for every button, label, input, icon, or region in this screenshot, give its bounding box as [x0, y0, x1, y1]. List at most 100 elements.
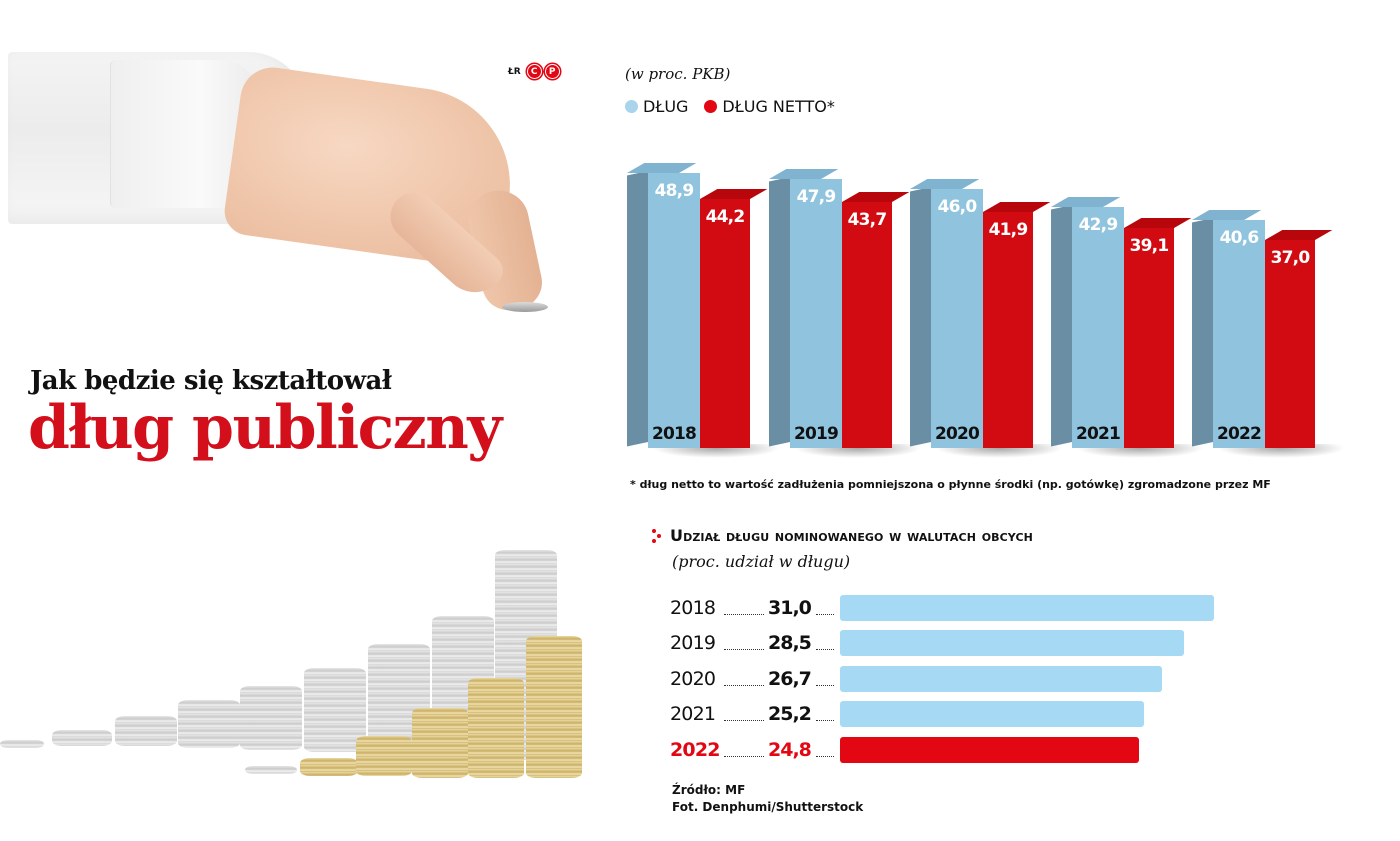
column-top-face: [769, 169, 839, 179]
bar-chart-caption: (proc. udział w długu): [672, 552, 851, 571]
coin-stacks-photo: [0, 540, 600, 780]
silver-coin-stack: [245, 766, 297, 774]
debt-column: 47,9 2019: [769, 169, 842, 448]
column-value-label: 39,1: [1129, 236, 1170, 256]
column-front-face: [983, 212, 1033, 448]
chart-footnote: * dług netto to wartość zadłużenia pomni…: [630, 478, 1271, 491]
leader-dots: [724, 672, 764, 686]
bar-row-2021: 2021 25,2: [670, 697, 1230, 733]
net-debt-column: 43,7: [842, 192, 910, 448]
legend-dot-icon: [625, 100, 638, 113]
photo-credit: Fot. Denphumi/Shutterstock: [672, 800, 864, 814]
bar-chart-title: Udział długu nominowanego w walutach obc…: [670, 526, 1033, 545]
chart-legend: DŁUG DŁUG NETTO*: [625, 97, 835, 116]
debt-column: 48,9 2018: [627, 163, 700, 448]
hand-with-coin-photo: [0, 40, 620, 340]
column-group-2022: 40,6 2022 37,0: [1192, 158, 1345, 458]
column-front-face: [790, 179, 842, 448]
column-top-face: [1265, 230, 1333, 240]
leader-dots: [724, 636, 764, 651]
column-value-label: 43,7: [847, 210, 888, 230]
column-group-2021: 42,9 2021 39,1: [1051, 158, 1204, 458]
silver-coin-stack: [115, 716, 177, 746]
bar-row-2019: 2019 28,5: [670, 626, 1230, 662]
bar-fill: [840, 665, 1162, 692]
bar-row-2020: 2020 26,7: [670, 661, 1230, 697]
bar-fill: [840, 701, 1144, 728]
column-front-face: [648, 173, 700, 448]
bar-track: [840, 630, 1230, 657]
bar-year-label: 2020: [670, 667, 716, 690]
gold-coin-stack: [300, 758, 358, 776]
column-value-label: 37,0: [1270, 248, 1311, 268]
bar-fill: [840, 630, 1184, 657]
silver-coin-stack: [178, 700, 240, 748]
legend-item-net-debt: DŁUG NETTO*: [704, 97, 835, 116]
column-year-label: 2021: [1075, 424, 1121, 444]
leader-dots: [816, 672, 834, 686]
column-side-face: [910, 187, 931, 447]
column-top-face: [700, 189, 768, 199]
bar-track: [840, 665, 1230, 692]
column-front-face: [1265, 240, 1315, 448]
net-debt-column: 44,2: [700, 189, 768, 448]
silver-coin-stack: [0, 740, 44, 748]
headline-title: dług publiczny: [28, 393, 502, 463]
column-value-label: 47,9: [796, 187, 837, 207]
bar-value-label: 28,5: [768, 632, 812, 655]
net-debt-column: 41,9: [983, 202, 1051, 448]
debt-column: 46,0 2020: [910, 179, 983, 448]
bar-year-label: 2021: [670, 703, 716, 726]
column-front-face: [700, 199, 750, 448]
column-top-face: [1051, 197, 1121, 207]
bar-track: [840, 594, 1230, 621]
leader-dots: [724, 707, 764, 722]
foreign-currency-bar-chart: 2018 31,0 2019 28,5 2020 26,7 2021 25,2 2022 24,8: [670, 590, 1230, 768]
legend-label: DŁUG: [643, 97, 689, 116]
bar-chart-header: Udział długu nominowanego w walutach obc…: [652, 526, 1033, 545]
column-front-face: [931, 189, 983, 448]
column-side-face: [1192, 218, 1213, 447]
column-value-label: 44,2: [705, 207, 746, 227]
copyright-c-icon: C: [526, 64, 542, 79]
author-credit: ŁR C P: [508, 64, 560, 79]
bar-year-label: 2018: [670, 596, 716, 619]
column-front-face: [1072, 207, 1124, 448]
bar-value-label: 25,2: [768, 703, 812, 726]
bar-row-2022: 2022 24,8: [670, 732, 1230, 768]
column-value-label: 41,9: [988, 220, 1029, 240]
gold-coin-stack: [468, 678, 524, 778]
bullet-dots-icon: [652, 527, 662, 545]
silver-coin-stack: [52, 730, 112, 746]
column-top-face: [1192, 210, 1262, 220]
bar-row-2018: 2018 31,0: [670, 590, 1230, 626]
column-top-face: [627, 163, 697, 173]
column-top-face: [842, 192, 910, 202]
gold-coin-stack: [356, 736, 412, 776]
column-year-label: 2022: [1216, 424, 1262, 444]
legend-dot-icon: [704, 100, 718, 113]
column-front-face: [842, 202, 892, 448]
column-side-face: [769, 177, 790, 447]
debt-column: 42,9 2021: [1051, 197, 1124, 448]
bar-value-label: 24,8: [768, 738, 812, 761]
bar-value-label: 26,7: [768, 667, 812, 690]
chart-unit-label: (w proc. PKB): [625, 65, 731, 83]
column-value-label: 48,9: [654, 181, 695, 201]
column-group-2019: 47,9 2019 43,7: [769, 158, 922, 458]
column-front-face: [1213, 220, 1265, 448]
source-credits: Źródło: MF Fot. Denphumi/Shutterstock: [672, 782, 863, 816]
leader-dots: [724, 743, 764, 757]
bar-fill: [840, 736, 1139, 763]
column-year-label: 2018: [651, 424, 697, 444]
net-debt-column: 39,1: [1124, 218, 1192, 448]
silver-coin-stack: [240, 686, 302, 750]
bar-value-label: 31,0: [768, 596, 812, 619]
leader-dots: [816, 636, 834, 651]
column-group-2018: 48,9 2018 44,2: [627, 158, 780, 458]
column-top-face: [910, 179, 980, 189]
column-year-label: 2019: [793, 424, 839, 444]
silver-coin-stack: [304, 668, 366, 752]
gold-coin-stack: [526, 636, 582, 778]
leader-dots: [816, 601, 834, 615]
